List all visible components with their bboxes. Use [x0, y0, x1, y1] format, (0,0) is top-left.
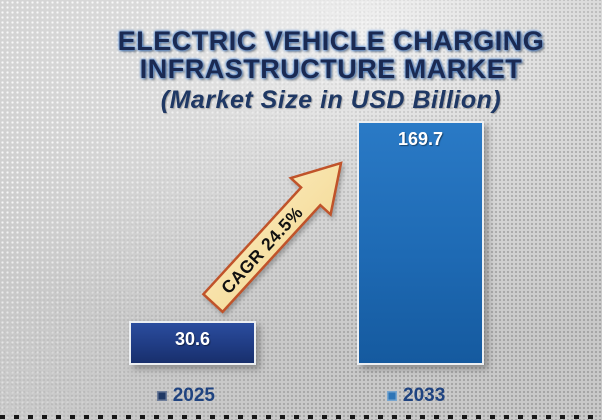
- legend-marker-2025-icon: [156, 391, 167, 401]
- legend-label-2033: 2033: [403, 385, 446, 406]
- chart-legend: 2025 2033: [0, 385, 602, 407]
- cagr-label: CAGR 24.5%: [217, 202, 307, 297]
- chart-title-line2: INFRASTRUCTURE MARKET: [139, 54, 523, 84]
- bar-value-2033: 169.7: [397, 129, 444, 149]
- legend-marker-2033-icon: [387, 391, 397, 401]
- bottom-dashed-cut-line: [0, 415, 602, 419]
- chart-title-line1: ELECTRIC VEHICLE CHARGING: [117, 26, 545, 56]
- bar-2025: 30.6: [129, 321, 256, 365]
- bar-value-2025: 30.6: [174, 329, 211, 349]
- legend-item-2033: 2033: [387, 385, 445, 407]
- legend-label-2025: 2025: [172, 385, 215, 406]
- growth-arrow-shape: [201, 161, 343, 314]
- bar-2033: 169.7: [357, 121, 484, 365]
- legend-item-2025: 2025: [156, 385, 215, 407]
- chart-subtitle: (Market Size in USD Billion): [160, 86, 502, 114]
- chart-header: ELECTRIC VEHICLE CHARGING INFRASTRUCTURE…: [58, 27, 602, 115]
